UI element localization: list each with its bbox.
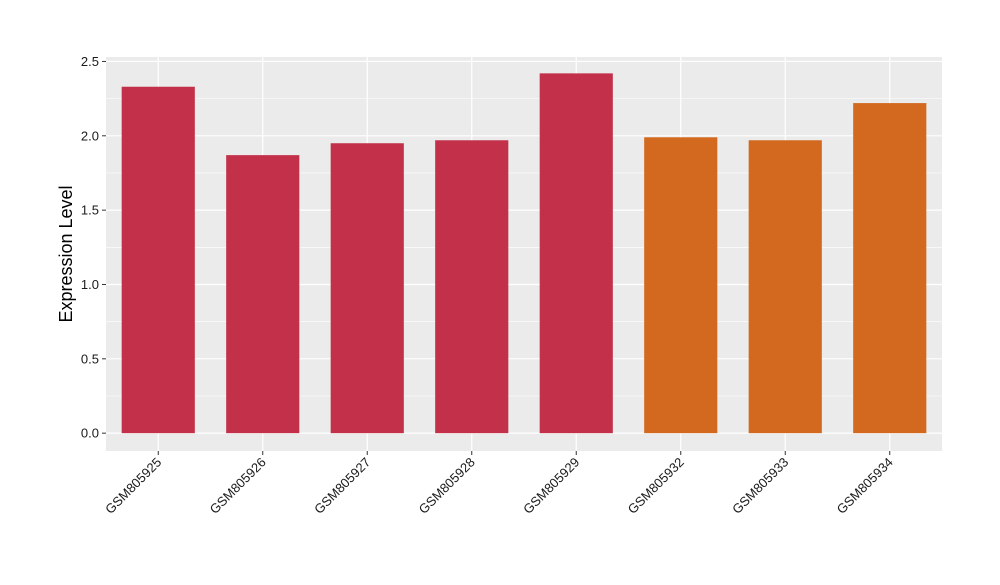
x-tick-label: GSM805927 [311, 455, 373, 517]
bar-GSM805929 [539, 73, 613, 434]
x-tick-label: GSM805926 [207, 455, 269, 517]
y-axis-title: Expression Level [56, 185, 76, 322]
y-tick-label: 0.5 [81, 351, 99, 366]
bar-GSM805927 [330, 143, 404, 434]
bar-GSM805932 [644, 137, 718, 434]
x-tick-label: GSM805925 [102, 455, 164, 517]
x-tick-label: GSM805928 [416, 455, 478, 517]
x-tick-label: GSM805932 [625, 455, 687, 517]
y-tick-label: 0.0 [81, 426, 99, 441]
y-tick-label: 1.0 [81, 277, 99, 292]
x-tick-label: GSM805933 [729, 455, 791, 517]
bars-group [121, 73, 927, 434]
bar-GSM805933 [748, 140, 822, 434]
bar-GSM805925 [121, 86, 195, 434]
y-axis-ticks: 0.0 0.5 1.0 1.5 2.0 2.5 [81, 54, 106, 441]
bar-GSM805934 [853, 103, 927, 434]
x-axis-ticks: GSM805925 GSM805926 GSM805927 GSM805928 GSM8… [102, 451, 896, 517]
x-tick-label: GSM805929 [520, 455, 582, 517]
bar-GSM805926 [226, 155, 300, 434]
y-tick-label: 1.5 [81, 203, 99, 218]
bar-GSM805928 [435, 140, 509, 434]
x-tick-label: GSM805934 [834, 455, 896, 517]
y-tick-label: 2.0 [81, 128, 99, 143]
y-tick-label: 2.5 [81, 54, 99, 69]
